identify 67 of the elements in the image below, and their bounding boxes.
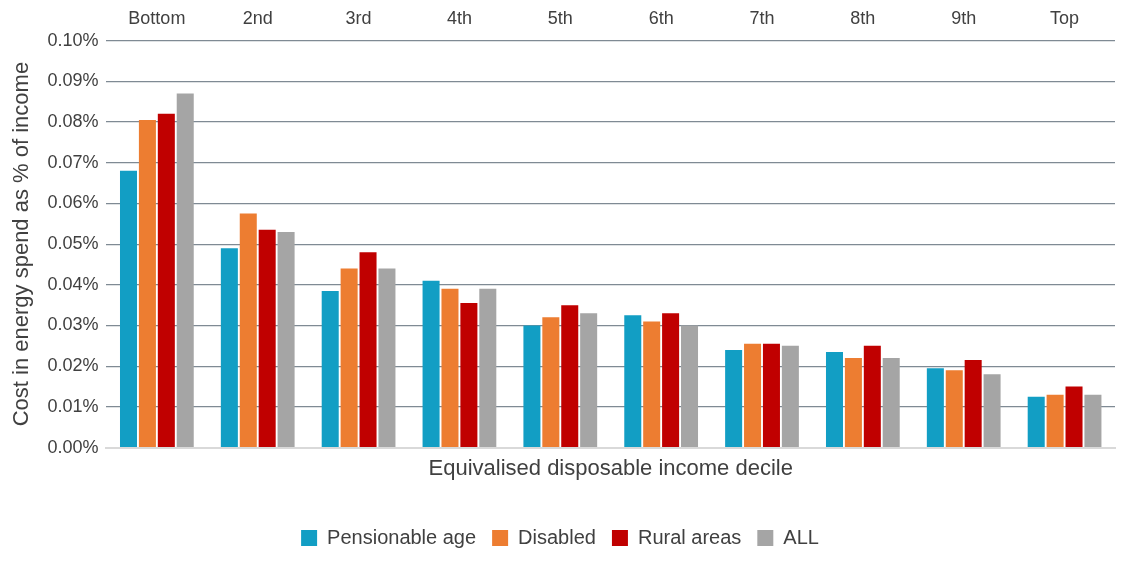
bar [624, 315, 642, 447]
bar [825, 351, 843, 447]
bar [744, 343, 762, 447]
bar [662, 313, 680, 447]
x-axis-title: Equivalised disposable income decile [428, 454, 793, 480]
bar [258, 229, 276, 447]
bar [542, 317, 560, 447]
bar [580, 313, 598, 447]
y-tick-label: 0.03% [47, 314, 99, 335]
bar [762, 343, 780, 447]
bar [1046, 394, 1064, 447]
x-tick-label: 6th [648, 7, 674, 28]
bar [523, 325, 541, 447]
x-tick-label: 2nd [242, 7, 273, 28]
y-tick-label: 0.00% [47, 436, 99, 457]
bar [239, 213, 257, 447]
bar [964, 360, 982, 447]
bar [643, 321, 661, 447]
y-tick-label: 0.01% [47, 395, 99, 416]
legend-label: Rural areas [637, 525, 742, 548]
bar [882, 358, 900, 447]
bar [441, 288, 459, 447]
bar [781, 345, 799, 447]
bar [359, 252, 377, 447]
legend-label: Disabled [518, 525, 596, 548]
y-tick-label: 0.10% [47, 29, 99, 50]
x-tick-label: 7th [749, 7, 775, 28]
bar [725, 349, 743, 447]
bar [863, 345, 881, 447]
bar [681, 325, 699, 447]
bar [220, 248, 238, 447]
bar [157, 113, 175, 447]
y-tick-label: 0.09% [47, 70, 99, 91]
x-tick-label: 5th [547, 7, 573, 28]
x-tick-label: 3rd [345, 7, 372, 28]
bar [378, 268, 396, 447]
x-tick-label: 8th [850, 7, 876, 28]
bar [1065, 386, 1083, 447]
y-tick-label: 0.08% [47, 110, 99, 131]
y-axis-title: Cost in energy spend as % of income [8, 61, 34, 427]
bar [138, 119, 156, 447]
bar [119, 170, 138, 447]
bar [945, 370, 963, 447]
bar [479, 288, 497, 447]
bar [176, 93, 194, 447]
y-tick-label: 0.05% [47, 233, 99, 254]
legend-label: ALL [783, 525, 819, 548]
y-tick-label: 0.02% [47, 355, 99, 376]
bar [926, 368, 944, 447]
y-tick-label: 0.04% [47, 273, 99, 294]
x-tick-label: Bottom [128, 7, 186, 28]
y-tick-label: 0.06% [47, 192, 99, 213]
x-tick-label: 4th [446, 7, 472, 28]
bar [422, 280, 440, 447]
bar [277, 231, 295, 447]
x-tick-label: 9th [951, 7, 977, 28]
bar [321, 290, 339, 447]
y-tick-label: 0.07% [47, 151, 99, 172]
bar [844, 358, 862, 447]
x-tick-label: Top [1050, 7, 1080, 28]
bar [983, 374, 1001, 447]
bar [1084, 394, 1102, 447]
bar [460, 303, 478, 447]
bar [340, 268, 358, 447]
bar [1027, 396, 1045, 447]
legend-label: Pensionable age [327, 525, 477, 548]
bar [561, 305, 579, 447]
